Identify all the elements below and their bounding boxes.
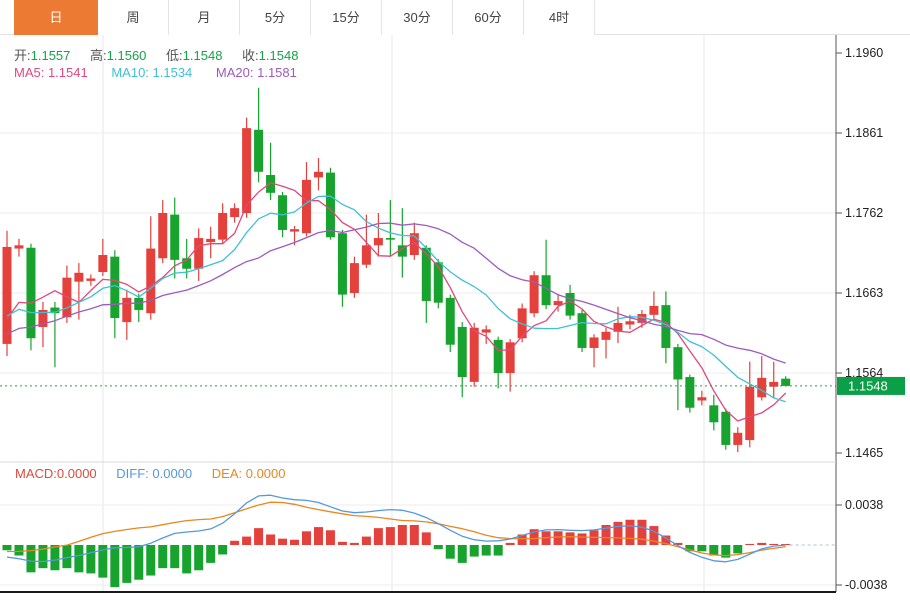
timeframe-tabbar: 日 周 月 5分 15分 30分 60分 4时 xyxy=(0,0,910,35)
ma20-value: MA20: 1.1581 xyxy=(215,65,297,80)
low-value: 1.1548 xyxy=(182,48,223,63)
open-label: 开: xyxy=(14,48,31,63)
svg-text:1.1762: 1.1762 xyxy=(845,206,883,220)
ma5-value: MA5: 1.1541 xyxy=(14,65,88,80)
ma20-line xyxy=(6,222,786,364)
ma10-value: MA10: 1.1534 xyxy=(111,65,193,80)
tab-15min[interactable]: 15分 xyxy=(311,0,382,35)
ohlc-readout: 开:1.1557 高:1.1560 低:1.1548 收:1.1548 xyxy=(14,45,314,64)
high-label: 高: xyxy=(90,48,107,63)
close-label: 收: xyxy=(242,48,259,63)
tab-60min[interactable]: 60分 xyxy=(453,0,524,35)
low-label: 低: xyxy=(166,48,183,63)
diff-line xyxy=(6,494,786,563)
ma20-line xyxy=(6,222,786,364)
ma5-line xyxy=(6,182,787,422)
ma-readout: MA5: 1.1541 MA10: 1.1534 MA20: 1.1581 xyxy=(14,65,317,80)
open-value: 1.1557 xyxy=(30,48,71,63)
dea-line xyxy=(6,501,786,557)
svg-text:-0.0038: -0.0038 xyxy=(845,578,887,592)
svg-text:1.1465: 1.1465 xyxy=(845,446,883,460)
svg-text:1.1564: 1.1564 xyxy=(845,366,883,380)
gridlines xyxy=(0,35,836,592)
macd-value: MACD:0.0000 xyxy=(15,466,97,481)
svg-text:1.1861: 1.1861 xyxy=(845,126,883,140)
tab-day[interactable]: 日 xyxy=(14,0,98,35)
last-price-badge: 1.1548 xyxy=(837,376,905,395)
ma10-line xyxy=(6,195,786,403)
svg-text:1.1548: 1.1548 xyxy=(848,378,888,393)
dea-value: DEA: 0.0000 xyxy=(211,466,286,481)
diff-line xyxy=(6,494,786,563)
ma10-line xyxy=(6,195,786,403)
svg-text:1.1960: 1.1960 xyxy=(845,46,883,60)
price-axis-labels: 1.1960 1.1861 1.1762 1.1663 1.1564 1.1465 0.00… xyxy=(836,46,887,592)
tab-30min[interactable]: 30分 xyxy=(382,0,453,35)
svg-text:0.0038: 0.0038 xyxy=(845,498,883,512)
dea-line xyxy=(6,501,786,557)
tab-4hour[interactable]: 4时 xyxy=(524,0,595,35)
tab-week[interactable]: 周 xyxy=(98,0,169,35)
candlesticks xyxy=(2,87,791,453)
tab-month[interactable]: 月 xyxy=(169,0,240,35)
svg-text:1.1663: 1.1663 xyxy=(845,286,883,300)
high-value: 1.1560 xyxy=(106,48,147,63)
ma5-line xyxy=(6,182,787,422)
macd-readout: MACD:0.0000 DIFF: 0.0000 DEA: 0.0000 xyxy=(15,466,302,481)
close-value: 1.1548 xyxy=(258,48,299,63)
panel-borders xyxy=(0,35,837,593)
diff-value: DIFF: 0.0000 xyxy=(116,466,193,481)
tab-5min[interactable]: 5分 xyxy=(240,0,311,35)
